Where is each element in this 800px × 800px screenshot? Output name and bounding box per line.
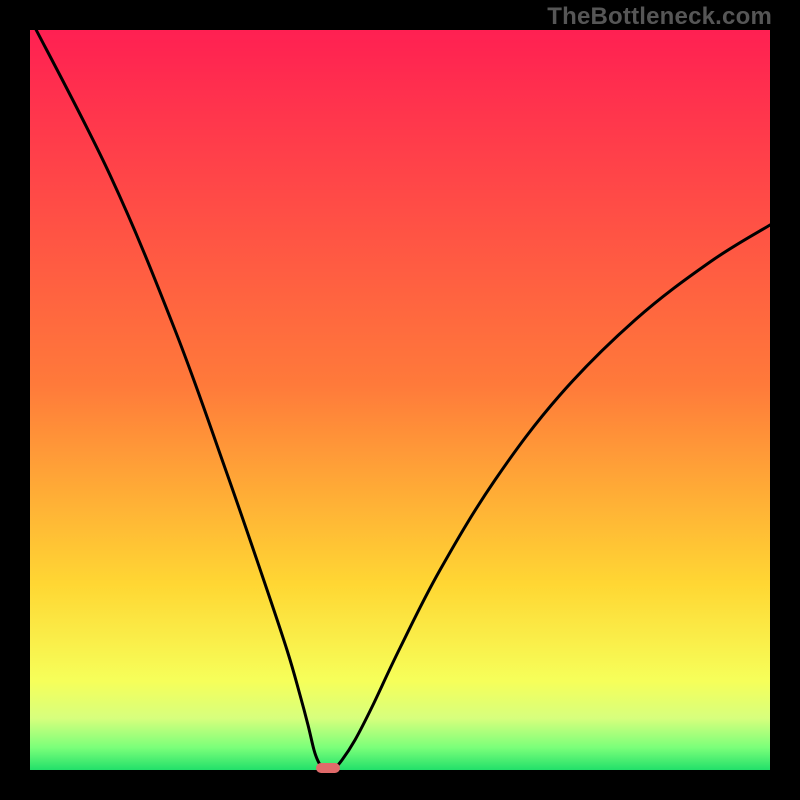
plot-area [30, 30, 770, 770]
min-point-marker [316, 763, 340, 773]
watermark-text: TheBottleneck.com [547, 3, 772, 31]
